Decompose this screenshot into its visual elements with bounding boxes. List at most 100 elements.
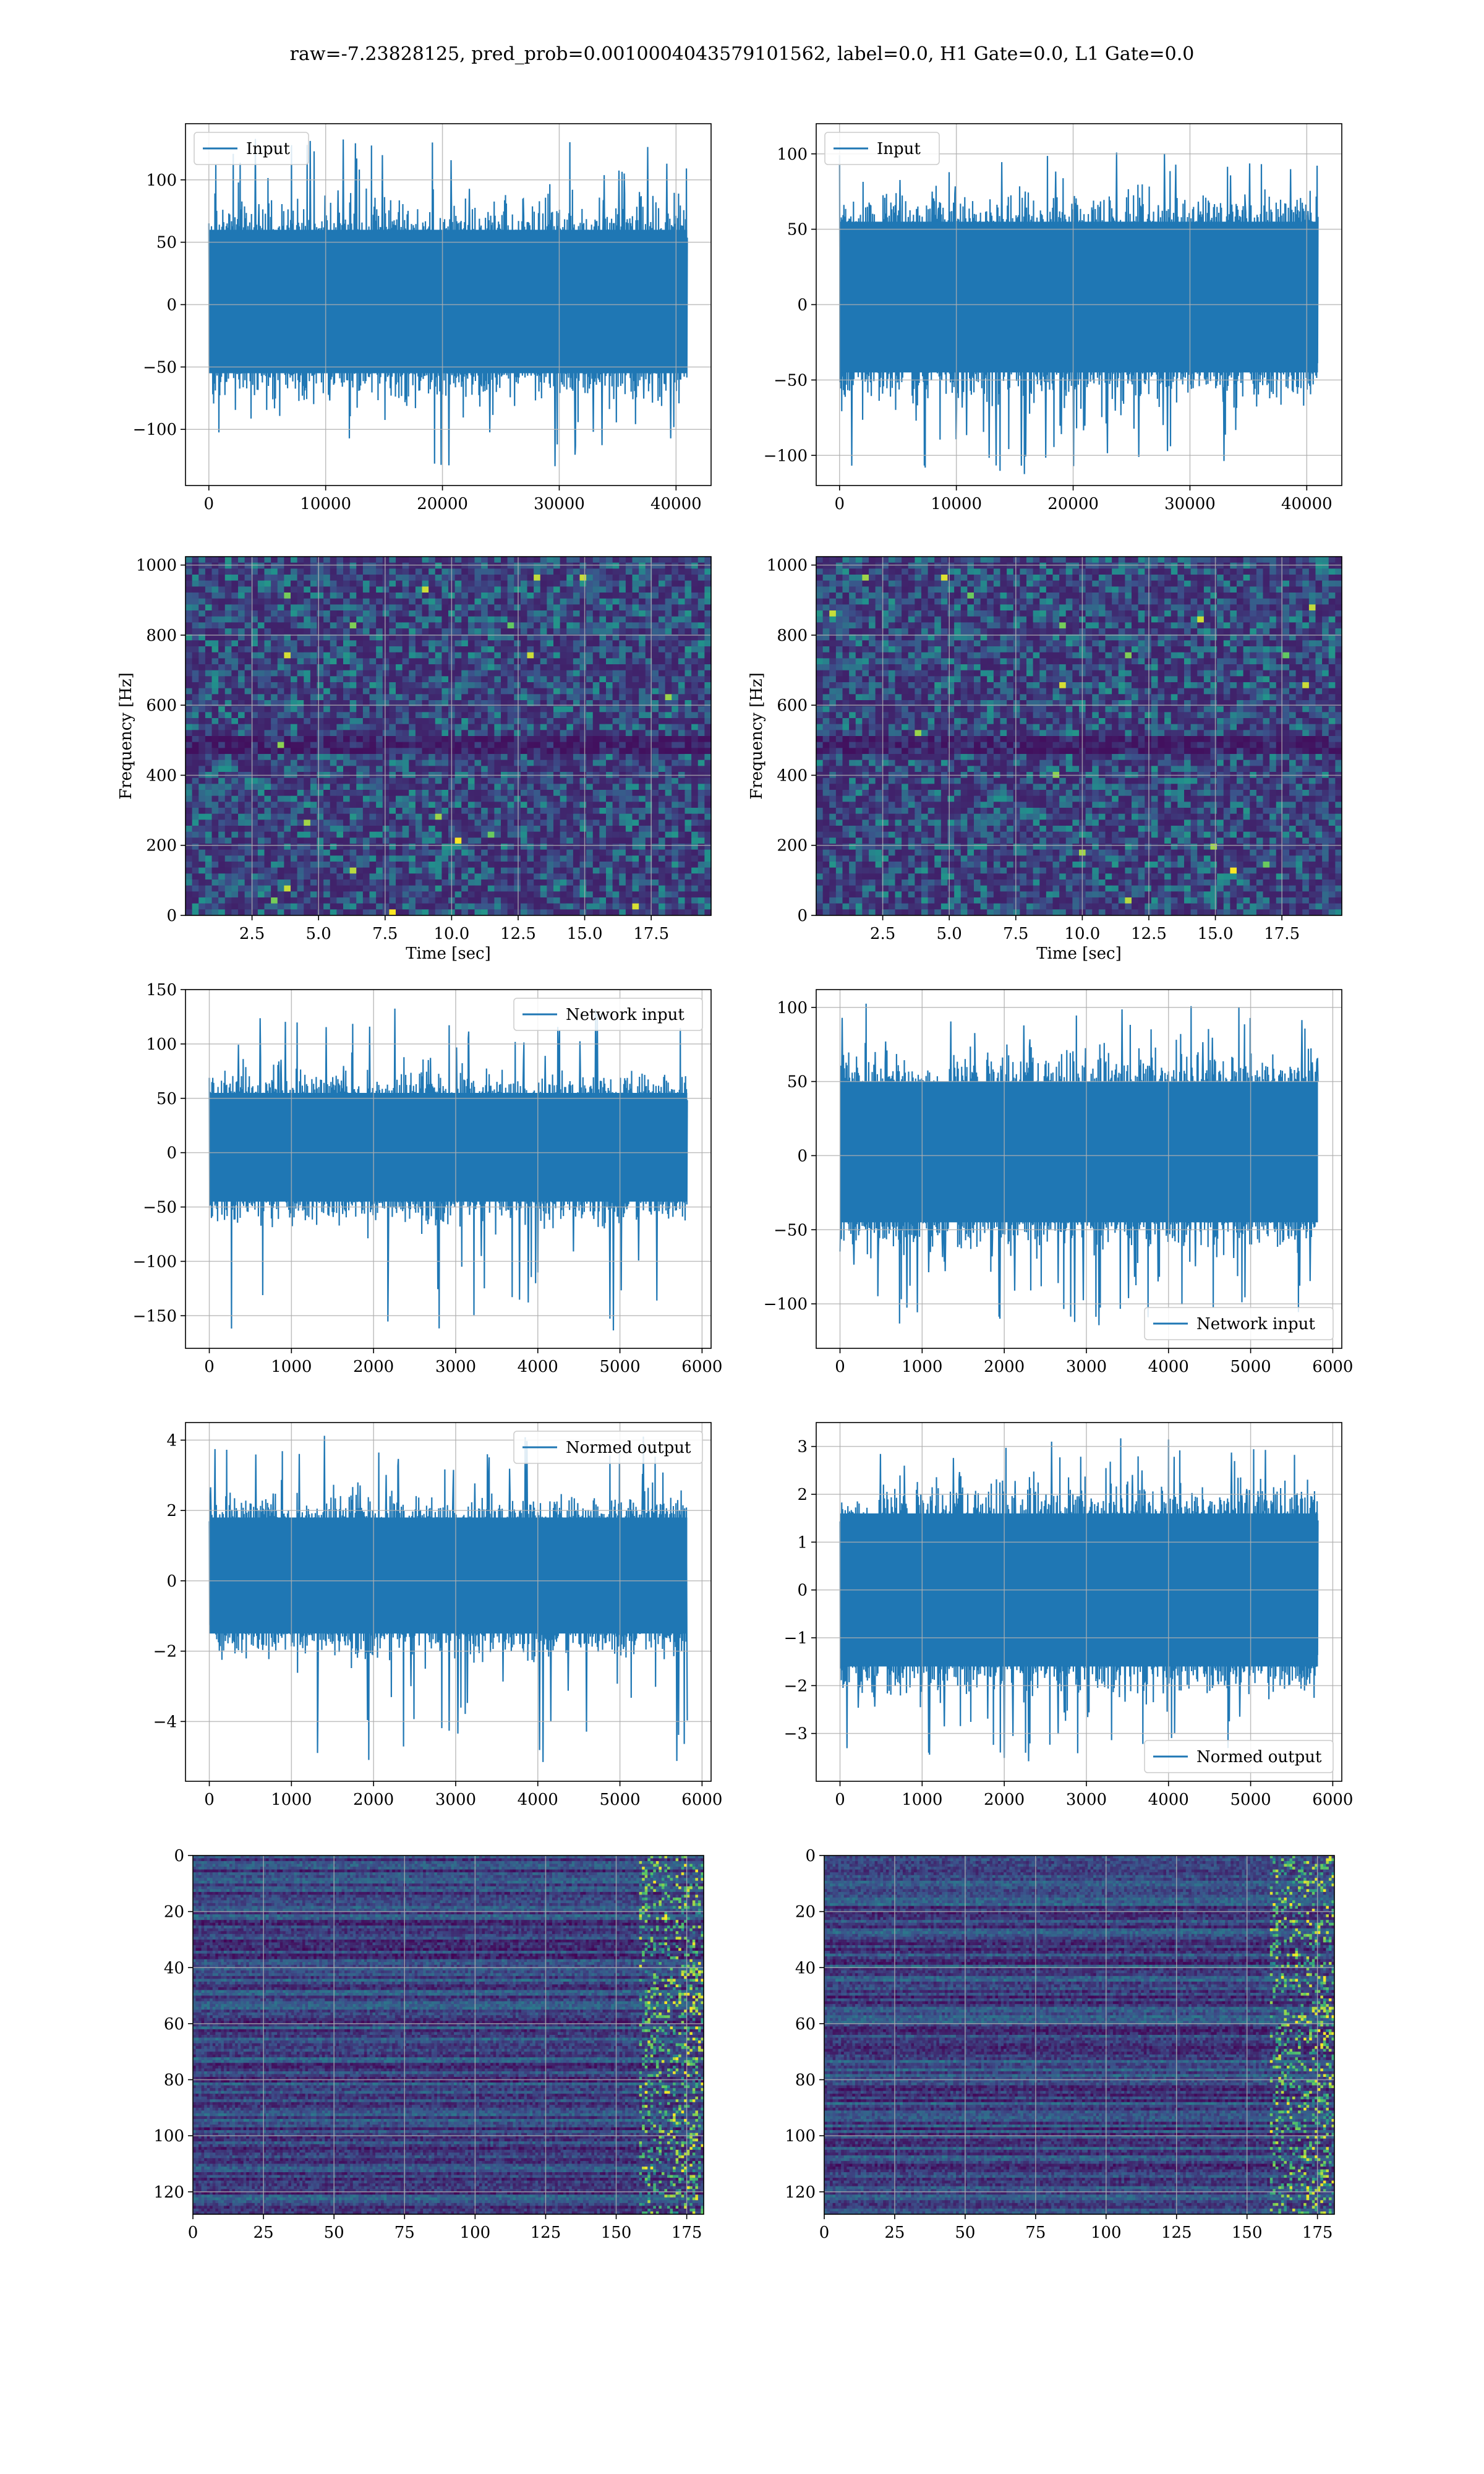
heatmap-cell <box>376 617 383 623</box>
heatmap-cell <box>396 617 403 623</box>
heatmap-cell <box>678 610 685 617</box>
heatmap-cell <box>494 604 501 610</box>
heatmap-cell <box>429 640 435 646</box>
heatmap-cell <box>212 670 219 677</box>
heatmap-cell <box>619 646 626 653</box>
heatmap-cell <box>580 646 587 653</box>
heatmap-cell <box>553 640 560 646</box>
heatmap-cell <box>396 575 403 581</box>
heatmap-cell <box>475 557 482 563</box>
heatmap-cell <box>547 646 553 653</box>
heatmap-cell <box>468 646 475 653</box>
y-tick-label: 100 <box>777 145 808 164</box>
heatmap-cell <box>336 676 343 682</box>
heatmap-cell <box>534 575 540 581</box>
heatmap-cell <box>461 593 468 599</box>
heatmap-cell <box>297 640 304 646</box>
heatmap-cell <box>441 676 448 682</box>
heatmap-cell <box>606 610 613 617</box>
heatmap-cell <box>599 586 606 593</box>
heatmap-cell <box>441 682 448 688</box>
heatmap-cell <box>238 568 245 575</box>
heatmap-cell <box>494 670 501 677</box>
heatmap-cell <box>652 640 659 646</box>
heatmap-cell <box>363 604 370 610</box>
heatmap-cell <box>218 676 225 682</box>
heatmap-cell <box>691 658 698 664</box>
heatmap-cell <box>231 646 238 653</box>
heatmap-cell <box>370 628 377 635</box>
heatmap-cell <box>488 557 495 563</box>
heatmap-cell <box>639 676 646 682</box>
heatmap-cell <box>416 676 422 682</box>
heatmap-cell <box>383 682 390 688</box>
heatmap-cell <box>560 581 567 587</box>
heatmap-cell <box>633 568 639 575</box>
heatmap-cell <box>422 682 429 688</box>
heatmap-cell <box>429 628 435 635</box>
heatmap-cell <box>304 646 310 653</box>
heatmap-cell <box>691 610 698 617</box>
heatmap-cell <box>310 557 317 563</box>
heatmap-cell <box>580 628 587 635</box>
heatmap-cell <box>370 610 377 617</box>
heatmap-cell <box>606 604 613 610</box>
heatmap-cell <box>619 622 626 628</box>
heatmap-cell <box>514 676 521 682</box>
heatmap-cell <box>258 581 265 587</box>
heatmap-cell <box>192 676 199 682</box>
heatmap-cell <box>330 581 337 587</box>
heatmap-cell <box>566 604 573 610</box>
heatmap-cell <box>691 604 698 610</box>
heatmap-cell <box>376 568 383 575</box>
heatmap-cell <box>613 670 620 677</box>
heatmap-cell <box>501 599 508 605</box>
heatmap-cell <box>691 664 698 670</box>
heatmap-spectrogram-h1 <box>186 557 712 916</box>
heatmap-cell <box>396 640 403 646</box>
heatmap-cell <box>245 557 252 563</box>
heatmap-cell <box>659 581 665 587</box>
heatmap-cell <box>639 653 646 659</box>
heatmap-cell <box>429 658 435 664</box>
heatmap-cell <box>521 628 527 635</box>
heatmap-cell <box>508 557 514 563</box>
heatmap-cell <box>218 670 225 677</box>
heatmap-cell <box>586 640 593 646</box>
heatmap-cell <box>685 610 692 617</box>
heatmap-cell <box>218 664 225 670</box>
heatmap-cell <box>310 628 317 635</box>
heatmap-cell <box>508 670 514 677</box>
heatmap-cell <box>271 575 278 581</box>
heatmap-cell <box>265 628 271 635</box>
heatmap-cell <box>343 628 350 635</box>
heatmap-cell <box>186 682 192 688</box>
heatmap-cell <box>639 646 646 653</box>
heatmap-cell <box>389 617 396 623</box>
heatmap-cell <box>691 557 698 563</box>
heatmap-cell <box>330 563 337 569</box>
heatmap-cell <box>553 670 560 677</box>
heatmap-cell <box>297 604 304 610</box>
heatmap-cell <box>297 646 304 653</box>
heatmap-cell <box>573 653 580 659</box>
heatmap-cell <box>534 622 540 628</box>
heatmap-cell <box>586 646 593 653</box>
heatmap-cell <box>560 646 567 653</box>
heatmap-cell <box>330 676 337 682</box>
heatmap-cell <box>291 664 297 670</box>
heatmap-cell <box>363 670 370 677</box>
heatmap-cell <box>599 610 606 617</box>
heatmap-cell <box>323 640 330 646</box>
heatmap-cell <box>376 610 383 617</box>
heatmap-cell <box>534 568 540 575</box>
heatmap-cell <box>265 670 271 677</box>
heatmap-cell <box>527 563 534 569</box>
heatmap-cell <box>435 610 442 617</box>
heatmap-cell <box>429 610 435 617</box>
heatmap-cell <box>363 653 370 659</box>
heatmap-cell <box>317 682 324 688</box>
heatmap-cell <box>441 581 448 587</box>
heatmap-cell <box>409 653 416 659</box>
heatmap-cell <box>356 604 363 610</box>
